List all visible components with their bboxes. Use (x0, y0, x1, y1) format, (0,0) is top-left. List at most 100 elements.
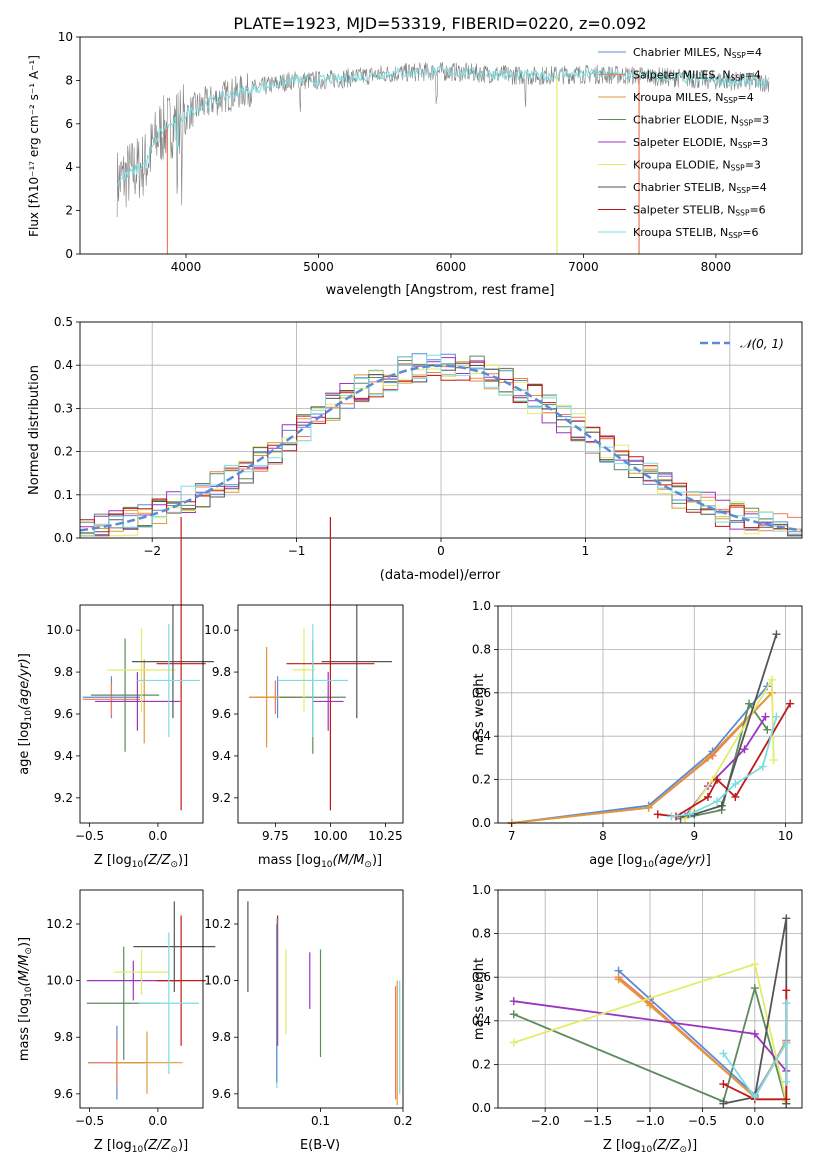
legend-suffix: =6 (742, 226, 758, 239)
legend-subscript: SSP (731, 164, 746, 173)
weight-marker (772, 630, 781, 639)
axis-label-part: )] (178, 1138, 188, 1153)
axis-label-part: )] (17, 937, 32, 947)
axis-label-part: )] (372, 853, 382, 868)
legend-suffix: =4 (746, 46, 762, 59)
y-tick-label: 10 (58, 30, 73, 44)
y-tick-label: 9.8 (212, 665, 231, 679)
weight-vs-metallicity-panel: −2.0 −1.5 −1.0 −0.5 0.0 0.0 0.2 0.4 0.6 0.8 1.0 Z [… (472, 883, 803, 1155)
legend-entry: Kroupa ELODIE, NSSP=3 (633, 159, 761, 173)
residual-histogram (80, 361, 802, 537)
axis-label: mass [log10(M/M⊙)] (17, 937, 34, 1061)
y-tick-label: 10.0 (46, 974, 73, 988)
mass-vs-ebv-panel: 0.1 0.2 9.6 9.8 10.0 10.2 E(B-V) (204, 889, 413, 1153)
weight-marker (719, 1080, 728, 1089)
y-tick-label: 10.0 (46, 623, 73, 637)
legend-entry: Salpeter MILES, NSSP=4 (633, 69, 761, 83)
weight-marker (614, 975, 623, 984)
y-tick-label: 0.4 (54, 358, 73, 372)
legend-entry: Chabrier STELIB, NSSP=4 (633, 181, 767, 195)
axes-frame (79, 36, 803, 255)
axis-label-part: Z [log (603, 1138, 641, 1153)
axis-label-part: (age/yr) (17, 658, 32, 710)
axis-label-part: age [log (589, 853, 642, 868)
x-tick-label: 10.00 (313, 829, 347, 843)
axis-label-part: Z [log (94, 1138, 132, 1153)
x-tick-label: 0.1 (311, 1114, 330, 1128)
weight-marker (772, 712, 781, 721)
legend-suffix: =4 (751, 181, 767, 194)
y-tick-label: 10.2 (204, 917, 231, 931)
x-tick-label: 8000 (701, 260, 732, 274)
weight-marker (786, 699, 795, 708)
y-tick-label: 10.2 (46, 917, 73, 931)
x-tick-label: 8 (599, 829, 607, 843)
legend-entry: Kroupa MILES, NSSP=4 (633, 91, 754, 105)
y-axis-label: mass weight (472, 958, 487, 1040)
x-tick-label: −0.5 (75, 1114, 104, 1128)
x-axis-label: E(B-V) (300, 1138, 340, 1153)
x-tick-label: 0 (437, 544, 445, 558)
weight-marker (750, 984, 759, 993)
axis-label: Z [log10(Z/Z⊙)] (94, 1138, 188, 1155)
legend-suffix: =3 (745, 159, 761, 172)
legend-suffix: =4 (745, 69, 761, 82)
y-tick-label: 1.0 (472, 883, 491, 897)
legend-entry: Salpeter ELODIE, NSSP=3 (633, 136, 768, 150)
weight-marker (667, 812, 676, 821)
y-tick-label: 0.2 (54, 445, 73, 459)
y-tick-label: 9.6 (212, 707, 231, 721)
axis-label-part: age [log (17, 722, 32, 775)
y-tick-label: 0.6 (472, 970, 491, 984)
axis-label-part: Z [log (94, 853, 132, 868)
axis-label: mass [log10(M/M⊙)] (258, 853, 382, 870)
spectrum-panel: Chabrier MILES, NSSP=4 Salpeter MILES, NS… (27, 30, 803, 298)
axis-label-part: ⊙ (24, 947, 34, 955)
x-tick-label: −0.5 (688, 1114, 717, 1128)
y-tick-label: 0.0 (472, 816, 491, 830)
legend-suffix: =3 (753, 114, 769, 127)
weight-marker (761, 712, 770, 721)
legend-suffix: =4 (737, 91, 753, 104)
x-tick-label: 9 (690, 829, 698, 843)
legend-subscript: SSP (739, 119, 754, 128)
y-tick-label: 0 (65, 247, 73, 261)
gaussian-curve (79, 364, 803, 532)
weight-marker (713, 775, 722, 784)
weight-marker (719, 1049, 728, 1058)
weight-marker (731, 779, 740, 788)
axis-label-part: 10 (132, 1145, 144, 1155)
weight-marker (767, 675, 776, 684)
y-tick-label: 10.0 (204, 623, 231, 637)
y-tick-label: 9.6 (212, 1087, 231, 1101)
y-tick-label: 9.6 (54, 1087, 73, 1101)
weight-marker (758, 762, 767, 771)
legend-subscript: SSP (723, 96, 738, 105)
weight-marker (731, 792, 740, 801)
x-tick-label: −1.0 (635, 1114, 664, 1128)
axis-label-part: )] (687, 1138, 697, 1153)
weight-series-line (511, 692, 773, 824)
axis-label-part: 10 (321, 860, 333, 870)
weight-marker (719, 1099, 728, 1108)
weight-marker (750, 1093, 759, 1102)
weight-marker (509, 997, 518, 1006)
weight-marker (745, 699, 754, 708)
axis-label-part: (Z/Z (652, 1138, 680, 1153)
legend-entry: Kroupa STELIB, NSSP=6 (633, 226, 758, 240)
y-tick-label: 0.8 (472, 927, 491, 941)
x-tick-label: −1 (288, 544, 306, 558)
weight-marker (717, 801, 726, 810)
legend-suffix: =3 (752, 136, 768, 149)
axis-label-part: 10 (24, 710, 34, 722)
axis-label-part: (M/M (17, 955, 32, 987)
axis-label-part: 10 (641, 1145, 653, 1155)
age-vs-mass-panel: 9.75 10.00 10.25 9.2 9.4 9.6 9.8 10.0 mass [log1… (204, 516, 404, 870)
weight-marker (769, 756, 778, 765)
x-tick-label: 0.0 (148, 1114, 167, 1128)
x-tick-label: −1.5 (583, 1114, 612, 1128)
weight-marker (782, 1038, 791, 1047)
x-tick-label: −2 (143, 544, 161, 558)
legend-entry: Chabrier MILES, NSSP=4 (633, 46, 762, 60)
